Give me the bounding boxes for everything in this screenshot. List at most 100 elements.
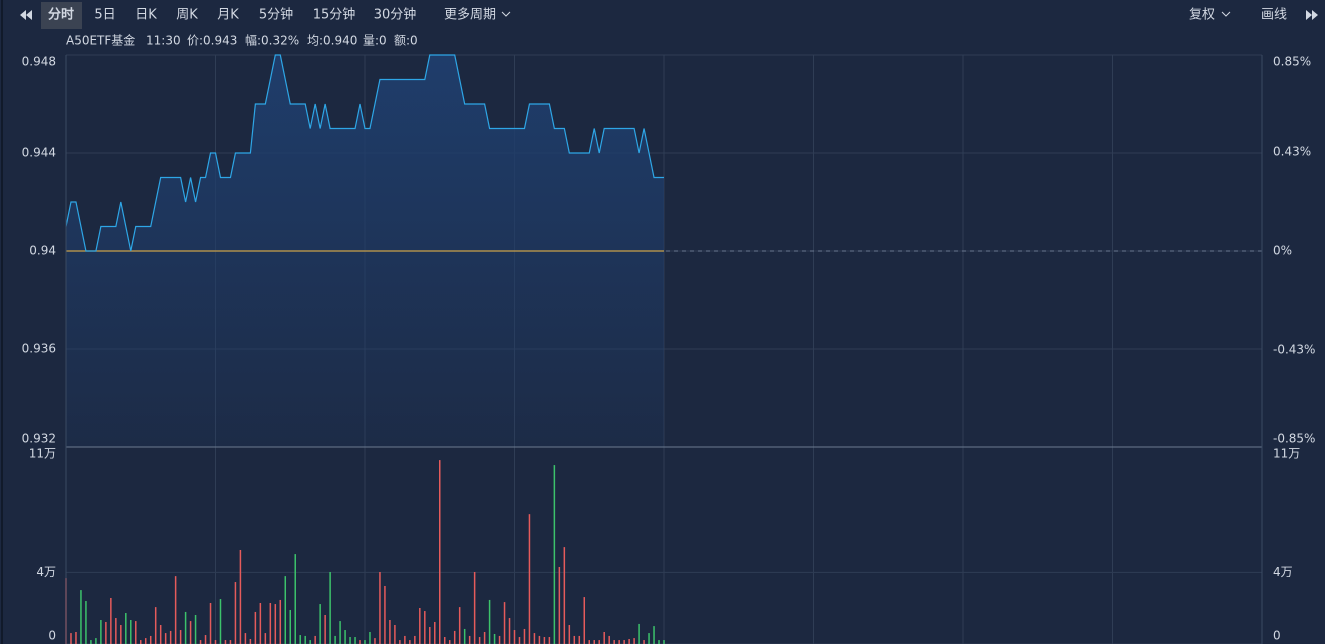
- volume-bar: [443, 637, 446, 644]
- volume-bar: [663, 640, 665, 644]
- y2-tick-label: 0.43%: [1273, 144, 1311, 158]
- volume-bar: [229, 640, 232, 644]
- volume-bar: [538, 635, 541, 644]
- volume-bar: [399, 640, 401, 644]
- y-tick-label: 0: [48, 629, 56, 643]
- volume-bar: [488, 599, 491, 644]
- toolbar-tab[interactable]: 15分钟: [313, 7, 356, 23]
- volume-bar: [144, 638, 147, 644]
- volume-bar: [135, 621, 137, 644]
- volume-bar: [404, 635, 406, 644]
- y-tick-label-right: 4万: [1273, 565, 1293, 579]
- volume-bar: [344, 630, 346, 644]
- volume-bar: [518, 637, 521, 644]
- next-arrow[interactable]: [1306, 10, 1318, 20]
- volume-bar: [528, 514, 531, 644]
- y2-tick-label: -0.43%: [1273, 343, 1315, 357]
- volume-bar: [309, 640, 311, 644]
- volume-bar: [269, 602, 272, 644]
- toolbar-tab[interactable]: 5分钟: [259, 7, 293, 23]
- toolbar-tab[interactable]: 周K: [176, 8, 198, 23]
- volume-bar: [105, 621, 107, 644]
- volume-bar: [503, 602, 506, 644]
- toolbar-tab[interactable]: 30分钟: [374, 7, 417, 23]
- volume-bar: [115, 618, 117, 644]
- volume-bar: [419, 608, 421, 644]
- volume-bar: [339, 621, 341, 644]
- toolbar-button[interactable]: 画线: [1261, 8, 1287, 23]
- volume-bar: [628, 638, 630, 644]
- chevron[interactable]: [1221, 11, 1231, 17]
- volume-bar: [653, 626, 655, 644]
- toolbar-tab[interactable]: 日K: [135, 8, 157, 23]
- volume-bar: [214, 640, 217, 644]
- volume-bar: [633, 638, 635, 644]
- volume-bar: [483, 632, 486, 644]
- volume-bar: [618, 640, 620, 644]
- toolbar-tab[interactable]: 更多周期: [444, 7, 496, 23]
- toolbar-tab[interactable]: 月K: [217, 8, 239, 23]
- volume-bar: [194, 614, 197, 644]
- volume-bar: [563, 547, 566, 644]
- y-tick-label: 0.948: [22, 55, 56, 69]
- toolbar-tab[interactable]: 5日: [94, 8, 115, 23]
- y-tick-label: 0.944: [22, 146, 56, 160]
- toolbar-button[interactable]: 复权: [1189, 7, 1215, 23]
- volume-bar: [498, 635, 501, 644]
- volume-bar: [414, 635, 416, 644]
- volume-bar: [588, 640, 590, 644]
- volume-bar: [374, 638, 376, 644]
- volume-bar: [429, 626, 431, 644]
- volume-bar: [623, 640, 625, 644]
- volume-bar: [608, 635, 610, 644]
- volume-bar: [523, 628, 526, 644]
- y-tick-label: 0.94: [29, 244, 56, 258]
- volume-bar: [384, 585, 386, 644]
- volume-bar: [379, 572, 381, 644]
- volume-bar: [533, 633, 536, 644]
- volume-bar: [179, 630, 182, 644]
- chevron[interactable]: [501, 11, 511, 17]
- volume-bar: [508, 618, 511, 644]
- volume-bar: [349, 637, 351, 644]
- volume-bar: [314, 635, 316, 644]
- volume-bar: [174, 576, 177, 644]
- volume-bar: [125, 613, 127, 644]
- price-line: [65, 54, 664, 252]
- volume-bar: [244, 633, 247, 644]
- volume-bar: [334, 635, 336, 644]
- prev-arrow[interactable]: [20, 10, 32, 20]
- y2-tick-label: 0.85%: [1273, 55, 1311, 69]
- volume-bar: [294, 554, 296, 644]
- volume-bar: [264, 633, 267, 644]
- volume-bar: [434, 621, 436, 644]
- volume-bar: [70, 633, 72, 644]
- volume-bar: [658, 640, 660, 644]
- toolbar-tab[interactable]: 分时: [48, 7, 74, 23]
- volume-bar: [593, 640, 595, 644]
- volume-bar: [75, 632, 77, 644]
- volume-bar: [219, 599, 222, 644]
- volume-bar: [493, 633, 496, 644]
- volume-bar: [199, 640, 202, 644]
- info-amount: 额:0: [394, 34, 418, 48]
- y-tick-label-right: 11万: [1273, 447, 1300, 461]
- volume-bar: [85, 601, 87, 644]
- volume-bar: [90, 640, 92, 644]
- volume-bar: [638, 623, 640, 644]
- volume-bar: [573, 635, 576, 644]
- volume-bar: [648, 633, 650, 644]
- volume-bar: [603, 632, 605, 644]
- active-tab[interactable]: [41, 2, 82, 29]
- volume-bar: [359, 640, 361, 644]
- volume-bar: [259, 602, 262, 644]
- volume-bar: [409, 640, 411, 644]
- volume-bar: [613, 640, 615, 644]
- volume-bar: [204, 635, 207, 644]
- y-tick-label: 4万: [36, 565, 56, 579]
- volume-bar: [279, 599, 282, 644]
- volume-bar: [463, 628, 466, 644]
- info-time: 11:30: [146, 34, 181, 48]
- volume-bar: [553, 465, 556, 644]
